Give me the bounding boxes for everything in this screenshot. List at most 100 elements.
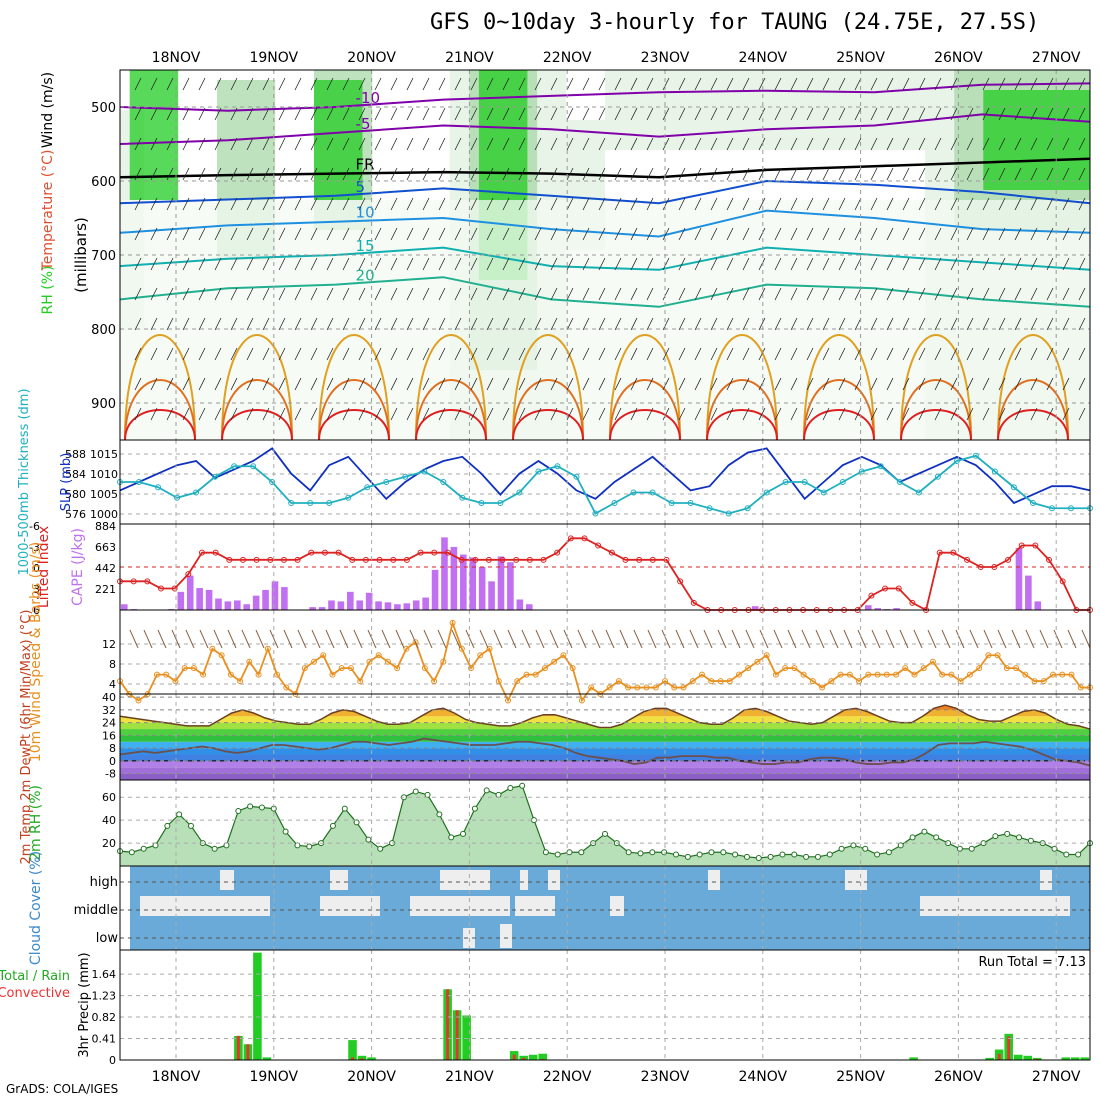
- wind-barb: [998, 377, 1006, 391]
- warm-contour: [997, 409, 1069, 441]
- wind-barb: [198, 167, 206, 181]
- wind-barb: [822, 377, 830, 391]
- wind-barb: [550, 137, 558, 151]
- rh-point: [1004, 830, 1011, 837]
- wind-barb: [630, 77, 638, 91]
- warm-contour: [706, 334, 778, 441]
- wind-barb: [198, 377, 206, 391]
- wind-speed-point: [652, 684, 659, 691]
- wind-barb: [262, 257, 270, 271]
- wind-barb: [502, 377, 510, 391]
- wind-barb: [166, 77, 174, 91]
- wind-barb: [134, 407, 142, 421]
- wind-barb: [774, 167, 782, 181]
- wind-barb: [454, 407, 462, 421]
- wind-barb: [1030, 377, 1038, 391]
- wind-barb: [454, 287, 462, 301]
- wind-barb: [1062, 317, 1070, 331]
- wind-barb: [310, 257, 318, 271]
- wind-speed-point: [893, 671, 899, 678]
- rh-point: [625, 849, 632, 856]
- wind-barb-10m: [283, 629, 293, 649]
- warm-contour: [318, 409, 390, 441]
- rh-point: [519, 782, 526, 789]
- wind-barb: [966, 107, 974, 121]
- wind-barb: [918, 347, 926, 361]
- wind-barb: [966, 317, 974, 331]
- wind-barb: [870, 227, 878, 241]
- wind-barb: [774, 227, 782, 241]
- wind-barb: [150, 107, 158, 121]
- wind-barb: [646, 197, 654, 211]
- warm-contour: [609, 379, 681, 441]
- warm-contour: [318, 334, 390, 441]
- wind-speed-point: [329, 671, 336, 678]
- warm-contour: [900, 409, 972, 441]
- wind-barb: [422, 77, 430, 91]
- wind-barb: [1030, 197, 1038, 211]
- wind-barb: [406, 167, 414, 181]
- wind-barb: [774, 77, 782, 91]
- wind-barb: [566, 137, 574, 151]
- warm-contour: [706, 409, 778, 441]
- wind-barb: [886, 107, 894, 121]
- precip-total-bar: [253, 952, 262, 1060]
- wind-speed-point: [1040, 678, 1047, 685]
- wind-speed-point: [745, 665, 752, 672]
- wind-barb: [998, 287, 1006, 301]
- wind-speed-point: [458, 645, 465, 652]
- wind-barb: [870, 137, 878, 151]
- date-label-bottom: 27NOV: [1032, 1069, 1081, 1085]
- wind-speed-point: [255, 671, 262, 678]
- warm-contour: [124, 409, 196, 441]
- wind-barb-10m: [899, 629, 909, 649]
- wind-speed-point: [1068, 671, 1075, 678]
- wind-barb: [902, 407, 910, 421]
- wind-barb: [918, 77, 926, 91]
- rh-point: [211, 845, 218, 852]
- wind-barb: [134, 257, 142, 271]
- wind-barb: [310, 107, 318, 121]
- wind-barb: [822, 317, 830, 331]
- wind-barb: [406, 257, 414, 271]
- y-tick-cape: 221: [95, 583, 116, 596]
- y-tick-rh: 40: [102, 814, 116, 827]
- wind-barb: [262, 107, 270, 121]
- wind-barb-10m: [605, 629, 615, 649]
- wind-barb: [262, 227, 270, 241]
- rh-point: [803, 853, 810, 860]
- wind-barb: [886, 407, 894, 421]
- wind-barb: [534, 197, 542, 211]
- wind-barb: [870, 287, 878, 301]
- wind-barb: [198, 107, 206, 121]
- y-tick-cloud: low: [96, 931, 119, 946]
- wind-barb: [1014, 407, 1022, 421]
- wind-barb: [358, 347, 366, 361]
- wind-speed-point: [394, 665, 401, 672]
- wind-barb: [854, 407, 862, 421]
- wind-barb: [694, 227, 702, 241]
- y-tick-temp: 24: [102, 717, 116, 730]
- wind-barb: [758, 407, 766, 421]
- wind-barb: [342, 197, 350, 211]
- cape-bar: [864, 605, 872, 610]
- wind-barb: [198, 77, 206, 91]
- wind-barb: [838, 227, 846, 241]
- wind-barb: [998, 77, 1006, 91]
- lifted-index-point: [909, 599, 916, 606]
- wind-barb-10m: [549, 629, 559, 649]
- lifted-index-point: [581, 535, 588, 542]
- wind-barb-10m: [633, 629, 643, 649]
- y-tick-pressure: 600: [91, 175, 116, 190]
- wind-barb: [150, 257, 158, 271]
- wind-speed-point: [468, 665, 475, 672]
- wind-speed-point: [338, 665, 345, 672]
- temp-band: [120, 735, 1090, 742]
- wind-barb: [390, 137, 398, 151]
- wind-barb: [598, 77, 606, 91]
- wind-speed-point: [477, 652, 484, 659]
- precip-total-bar: [357, 1055, 367, 1060]
- thickness-point: [155, 484, 162, 491]
- wind-barb: [630, 317, 638, 331]
- wind-barb: [374, 227, 382, 241]
